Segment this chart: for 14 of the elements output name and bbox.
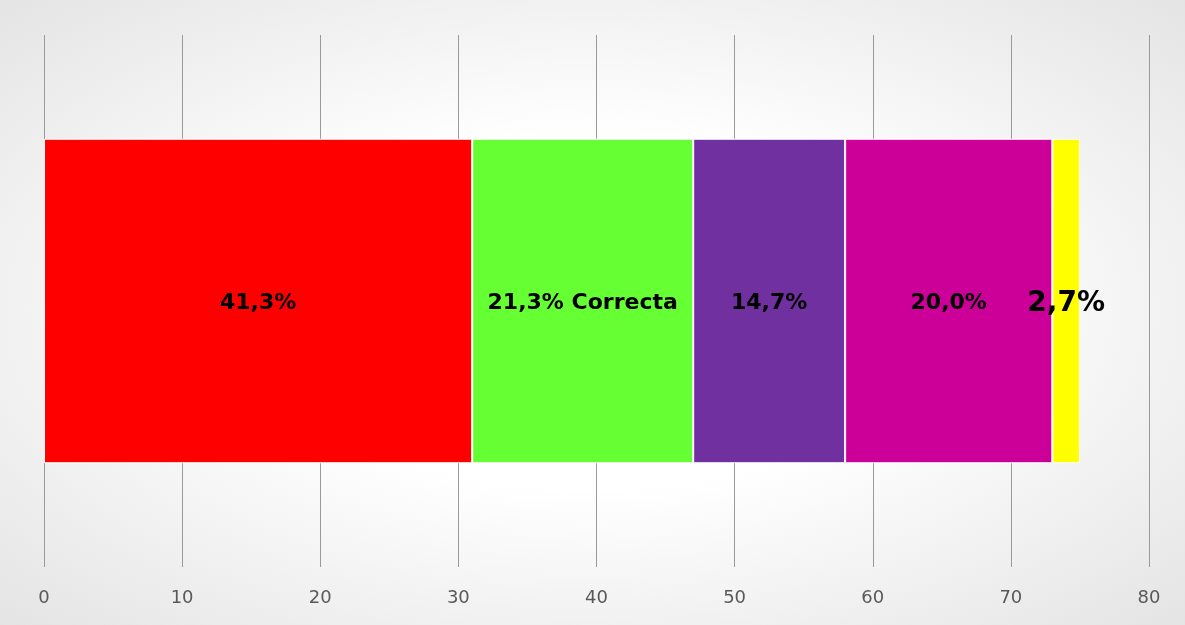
annotation: 20,0%	[910, 288, 987, 314]
annotation: 2,7%	[1027, 284, 1105, 318]
annotation: 14,7%	[730, 288, 808, 314]
x-tick-label: 30	[446, 585, 470, 607]
annotation: 21,3% Correcta	[487, 288, 678, 314]
x-tick-label: 80	[1137, 585, 1161, 607]
x-tick-label: 0	[38, 585, 50, 607]
x-tick-label: 40	[585, 585, 608, 607]
annotation: 41,3%	[219, 288, 297, 314]
x-tick-label: 50	[723, 585, 747, 607]
x-tick-label: 10	[170, 585, 194, 607]
x-tick-label: 20	[308, 585, 332, 607]
x-tick-label: 70	[999, 585, 1023, 607]
x-tick-label: 60	[861, 585, 885, 607]
